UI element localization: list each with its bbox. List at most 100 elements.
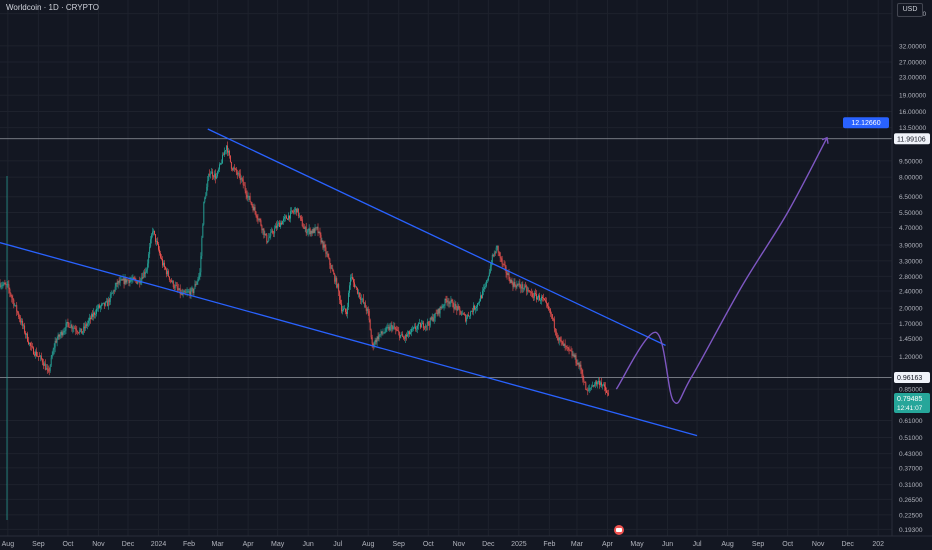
candle-body [548,309,550,310]
candle [94,311,95,319]
candle [335,275,337,285]
candle [269,233,271,239]
candle-body [509,279,511,283]
candle [278,221,280,227]
candle [445,295,447,304]
time-axis[interactable]: Aug Sep Oct Nov Dec 2024 Feb Mar Apr May Jun Jul Aug… [2,541,885,548]
candle [426,318,428,331]
candle [375,338,377,345]
candle-body [140,281,142,284]
candle-body [30,342,31,346]
candle [324,240,326,251]
candle-body [252,205,254,211]
candle-body [428,324,430,326]
candle-body [379,334,381,335]
support-level-badge: 0.96163 [894,371,930,383]
candle [193,288,195,296]
candle [10,292,12,298]
candle-body [237,173,239,175]
candle-body [484,286,486,287]
candle-body [220,163,221,165]
candle-body [39,355,41,357]
trendlines[interactable] [0,128,698,437]
candle-body [458,306,460,308]
candle [405,333,407,344]
candle-body [589,388,591,389]
price-axis[interactable]: 45.0000032.0000027.0000023.0000019.00000… [899,11,926,534]
projection-path[interactable] [615,136,829,404]
candle-body [555,331,557,336]
candle-body [467,314,469,318]
candle-body [164,267,166,270]
candle [232,166,234,172]
candle [19,314,21,323]
candle-body [302,226,304,229]
candle-body [410,332,412,335]
candle-body [439,306,441,314]
candle [65,319,67,334]
candle [297,208,299,219]
event-icon[interactable] [614,525,624,535]
candle-body [317,226,319,233]
candle-body [588,388,590,391]
currency-button[interactable]: USD [897,3,923,17]
candle [390,322,392,331]
candle-body [550,313,552,315]
candle [381,331,383,336]
candle-body [155,234,157,242]
price-tick-label: 19.00000 [899,93,926,100]
candle-body [266,234,268,243]
candle [126,279,128,285]
candle-body [162,262,164,266]
candle-body [479,301,480,303]
candle-body [90,317,92,320]
candle-body [218,169,220,172]
candle-body [243,184,245,186]
candle-body [240,178,242,180]
candle [586,388,588,391]
candle [420,319,422,328]
candle [485,279,487,288]
candle-body [12,297,14,300]
candle-body [526,286,528,292]
candle-body [5,284,7,285]
last-price-label: 0.79485 [897,396,922,403]
candle-body [130,280,132,281]
candle-body [211,171,213,174]
candle-body [328,256,330,259]
candle [18,311,20,320]
price-badges: 12.12660 11.99106 0.96163 0.79485 12:41:07 [843,117,930,414]
candle [155,234,157,245]
candle [539,292,540,301]
candle [167,269,169,278]
candle [607,390,608,397]
horizontal-levels[interactable] [0,138,892,378]
candle [30,342,31,351]
candle-body [403,336,405,339]
candle [263,228,265,239]
candle [245,188,247,200]
candle-body [178,288,180,290]
time-tick-label: Jul [333,541,342,548]
candle-body [363,302,365,304]
candle [21,317,23,326]
candle-body [212,171,214,177]
candle-body [250,201,252,204]
candle [343,305,345,312]
candle [460,310,462,315]
candle [316,226,318,230]
candle-body [1,285,3,287]
candle-body [31,345,32,347]
candle [141,273,143,286]
candle [265,233,267,236]
candle [104,301,106,307]
candle-body [561,341,563,342]
candle-body [269,236,271,238]
candle [205,192,207,200]
candle-body [18,312,20,318]
candle [556,332,558,341]
candle [475,306,476,314]
candle [575,352,577,366]
price-tick-label: 1.70000 [899,321,923,328]
